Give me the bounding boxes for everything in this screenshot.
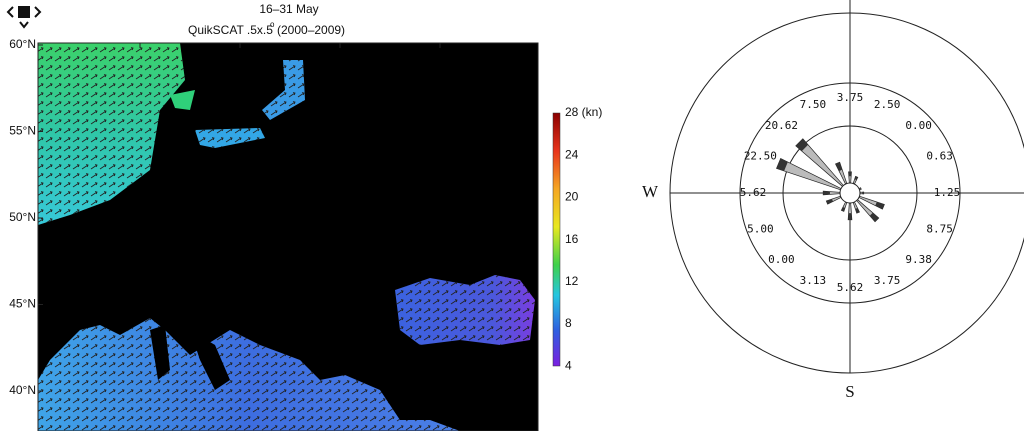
colorbar-label: 4: [565, 358, 572, 372]
title: 16–31 May: [259, 2, 318, 16]
petal-tip: [776, 158, 788, 171]
petal-tip: [848, 213, 852, 220]
petal-tip: [875, 201, 885, 210]
rose-label: 8.75: [926, 222, 953, 235]
rose-label: 7.50: [800, 98, 827, 111]
map: [37, 42, 539, 432]
colorbar: [552, 112, 561, 367]
petal-tip: [862, 192, 864, 194]
rose-label: 5.62: [837, 281, 864, 294]
rose-label: 22.50: [744, 150, 777, 163]
rose-label: 20.62: [765, 119, 798, 132]
rose-label: 0.00: [768, 253, 795, 266]
rose-label: 1.25: [934, 186, 961, 199]
petal-tip: [854, 176, 858, 181]
rose-label: 5.00: [747, 222, 774, 235]
petal-tip: [859, 187, 862, 190]
rose-label: 9.38: [905, 253, 932, 266]
petal-tip: [848, 171, 852, 177]
lat-label: 50°N: [9, 210, 36, 224]
petal-tip: [835, 162, 843, 172]
latitude-labels: 60°N 55°N 50°N 45°N 40°N: [9, 37, 43, 397]
rose-label: 3.75: [874, 274, 901, 287]
petal-tip: [823, 191, 830, 195]
petals: [776, 138, 885, 223]
lat-label: 60°N: [9, 37, 36, 51]
rose-label: 2.50: [874, 98, 901, 111]
petal-tip: [826, 199, 833, 205]
rose-label: 0.63: [926, 150, 953, 163]
colorbar-label: 12: [565, 274, 579, 288]
colorbar-label: 16: [565, 232, 579, 246]
colorbar-label: 24: [565, 147, 579, 161]
rose-label: 3.13: [800, 274, 827, 287]
lat-label: 45°N: [9, 297, 36, 311]
colorbar-label: 8: [565, 316, 572, 330]
subtitle: QuikSCAT .5x.5: [188, 23, 273, 37]
lat-label: 55°N: [9, 124, 36, 138]
colorbar-label: 28 (kn): [565, 105, 602, 119]
rose-label: 3.75: [837, 91, 864, 104]
years: (2000–2009): [277, 23, 345, 37]
rose-label: 5.62: [740, 186, 767, 199]
petal-tip: [869, 212, 879, 222]
lat-label: 40°N: [9, 383, 36, 397]
petal-tip: [841, 206, 846, 212]
rose-label: 0.00: [905, 119, 932, 132]
nav-control[interactable]: [6, 6, 42, 29]
petal-tip: [855, 207, 860, 214]
compass-s: S: [845, 382, 854, 401]
degree: o: [270, 20, 275, 29]
colorbar-label: 20: [565, 190, 579, 204]
petal-tip: [795, 138, 809, 152]
rose-center: [839, 182, 861, 204]
compass-w: W: [642, 182, 659, 201]
